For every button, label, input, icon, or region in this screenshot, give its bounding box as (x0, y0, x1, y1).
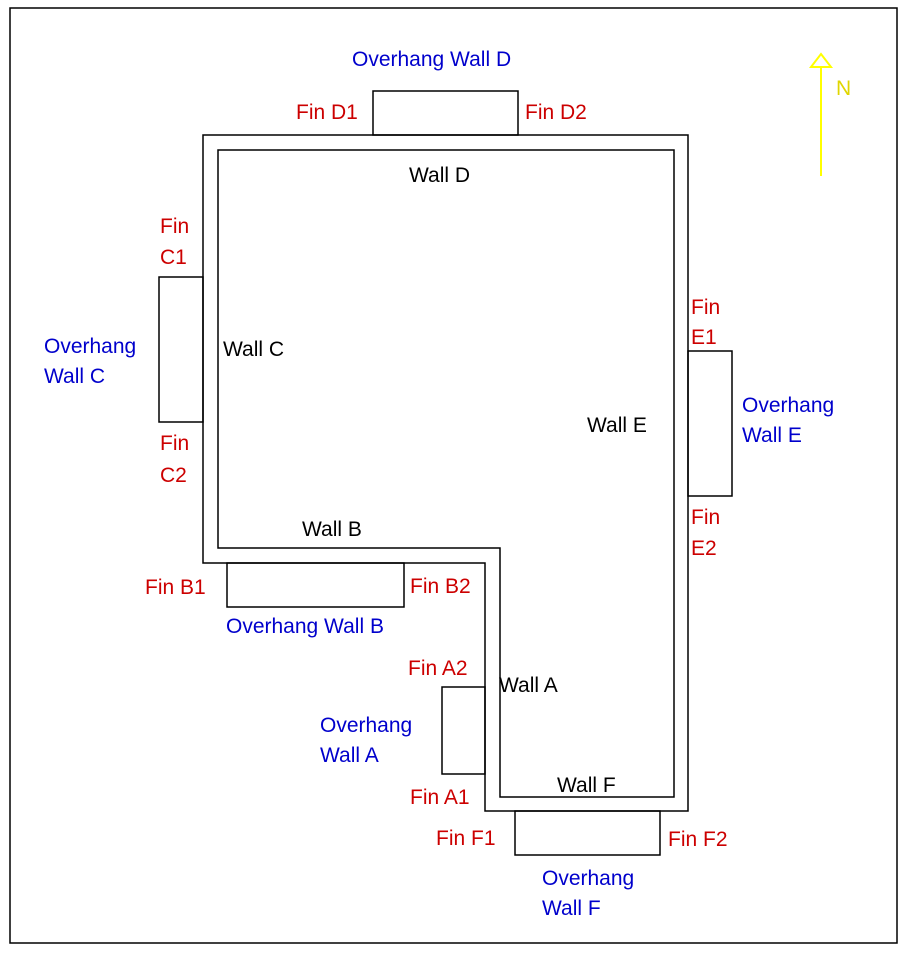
fin-c2-label-line2: C2 (160, 464, 187, 487)
fin-a2-label: Fin A2 (408, 657, 468, 680)
overhang-wall-e-label-line2: Wall E (742, 424, 802, 447)
overhang-wall-b-shape (226, 562, 405, 608)
overhang-wall-e-label-line1: Overhang (742, 394, 834, 417)
overhang-wall-c-shape (158, 276, 204, 423)
fin-b2-label: Fin B2 (410, 575, 471, 598)
overhang-wall-d-shape (372, 90, 519, 136)
fin-e2-label-line2: E2 (691, 537, 717, 560)
overhang-wall-c-label-line2: Wall C (44, 365, 105, 388)
fin-c2-label-line1: Fin (160, 432, 189, 455)
fin-e1-label-line2: E1 (691, 326, 717, 349)
overhang-wall-a-shape (441, 686, 486, 775)
overhang-wall-c-label-line1: Overhang (44, 335, 136, 358)
wall-f-label: Wall F (557, 774, 616, 797)
fin-c1-label-line2: C1 (160, 246, 187, 269)
wall-e-label: Wall E (587, 414, 647, 437)
overhang-wall-f-shape (514, 810, 661, 856)
fin-c1-label-line1: Fin (160, 215, 189, 238)
overhang-wall-f-label-line1: Overhang (542, 867, 634, 890)
wall-d-label: Wall D (409, 164, 470, 187)
fin-a1-label: Fin A1 (410, 786, 470, 809)
fin-f2-label: Fin F2 (668, 828, 728, 851)
overhang-wall-f-label-line2: Wall F (542, 897, 601, 920)
overhang-wall-e-shape (687, 350, 733, 497)
fin-d2-label: Fin D2 (525, 101, 587, 124)
wall-b-label: Wall B (302, 518, 362, 541)
overhang-wall-d-label: Overhang Wall D (352, 48, 511, 71)
building-inner-outline (217, 149, 675, 798)
overhang-wall-b-label: Overhang Wall B (226, 615, 384, 638)
fin-d1-label: Fin D1 (296, 101, 358, 124)
wall-c-label: Wall C (223, 338, 284, 361)
fin-b1-label: Fin B1 (145, 576, 206, 599)
fin-e2-label-line1: Fin (691, 506, 720, 529)
fin-f1-label: Fin F1 (436, 827, 496, 850)
building-outer-outline (202, 134, 689, 812)
overhang-wall-a-label-line1: Overhang (320, 714, 412, 737)
diagram-frame (9, 7, 898, 944)
wall-a-label: Wall A (499, 674, 558, 697)
north-arrow-icon (808, 52, 834, 176)
north-label: N (836, 77, 851, 100)
overhang-wall-a-label-line2: Wall A (320, 744, 379, 767)
fin-e1-label-line1: Fin (691, 296, 720, 319)
